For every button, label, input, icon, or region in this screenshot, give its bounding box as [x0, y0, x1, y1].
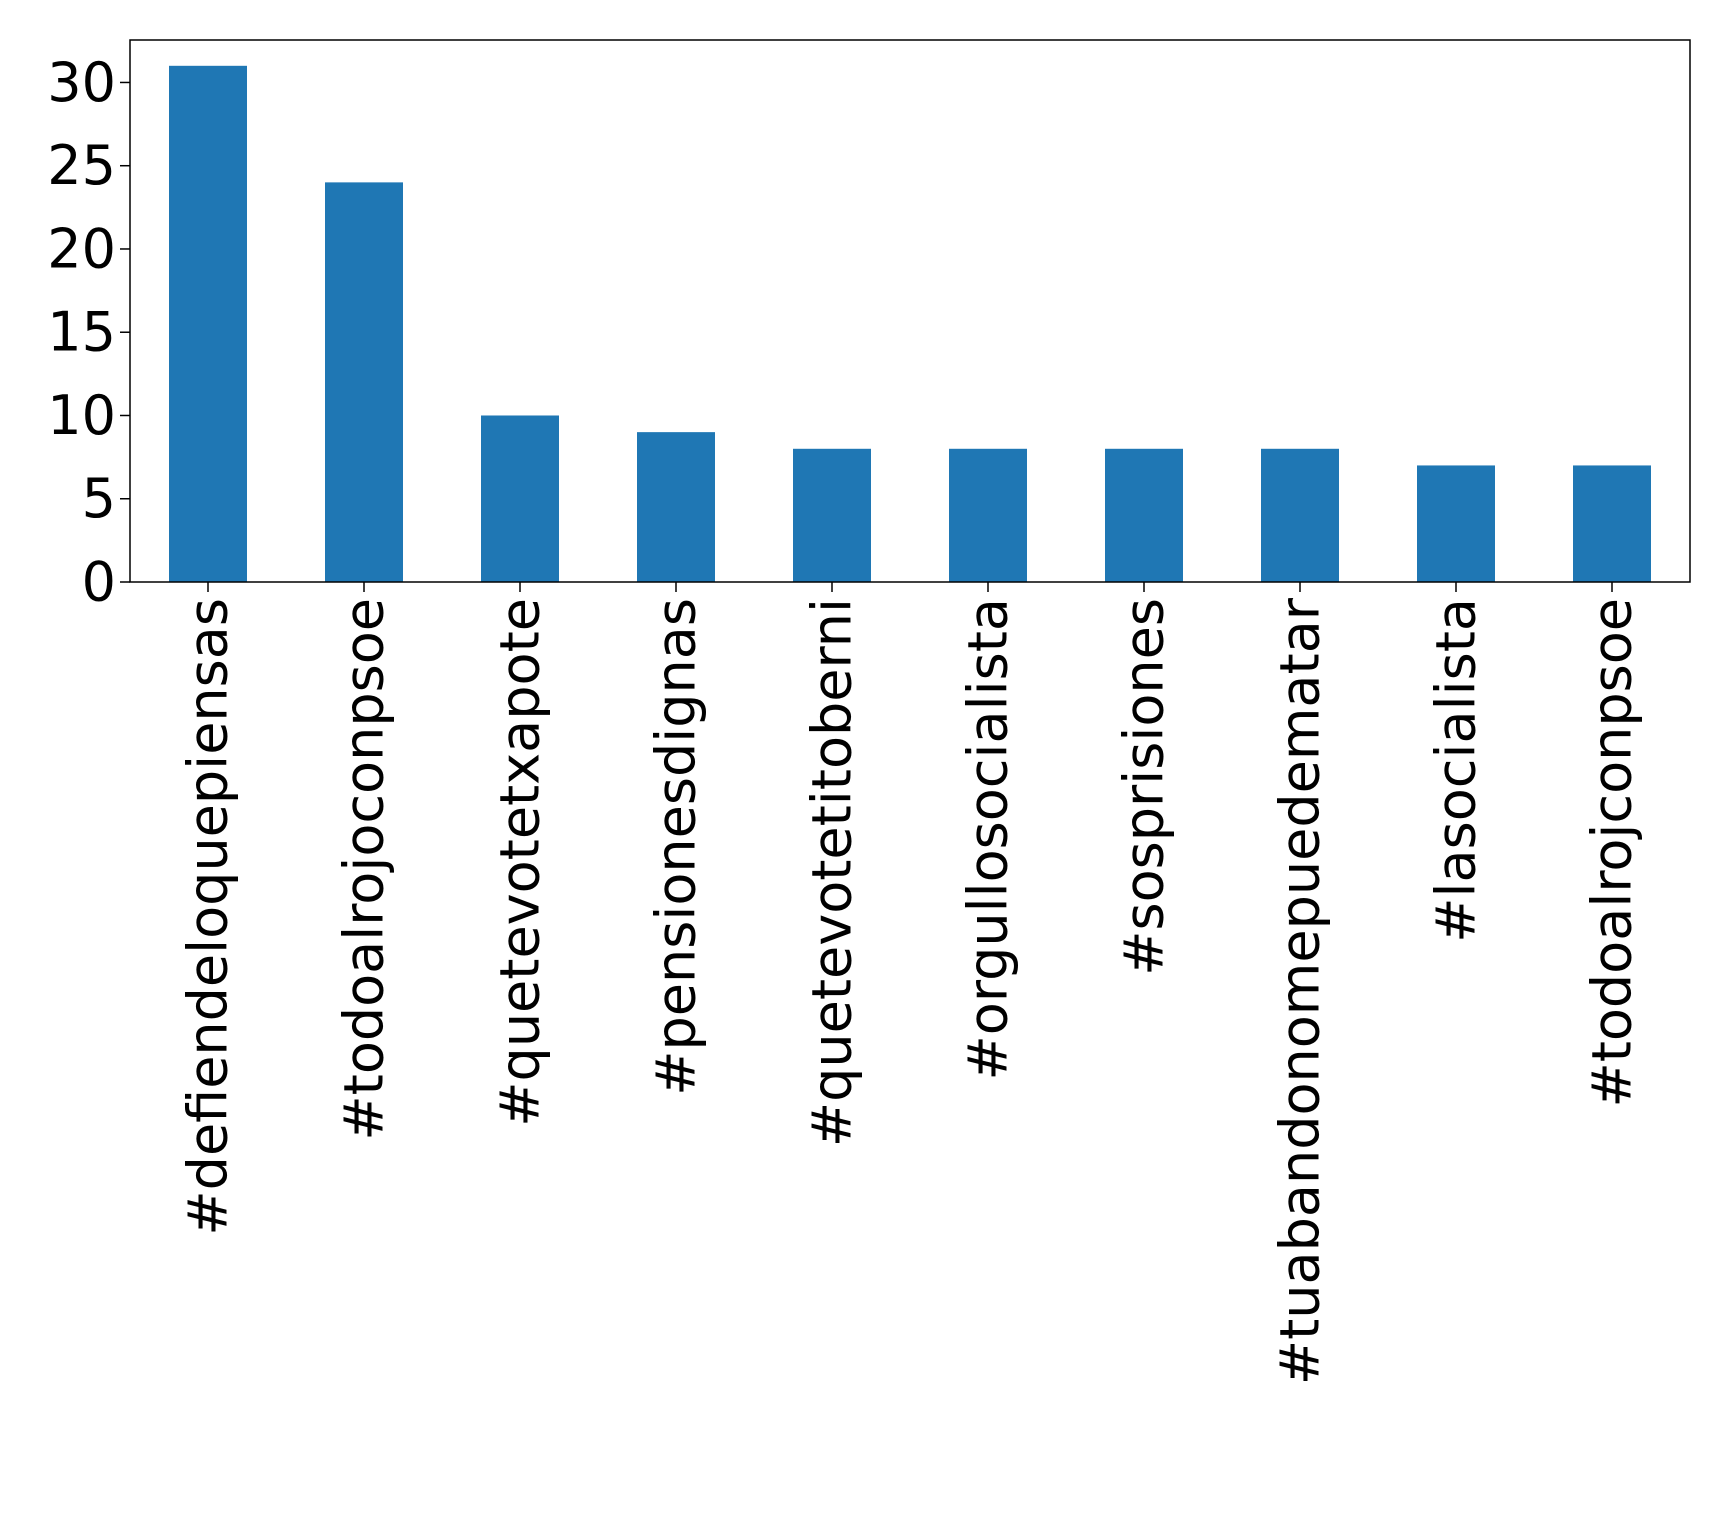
bar	[1573, 465, 1651, 582]
y-tick-label: 0	[82, 551, 116, 614]
x-tick-label: #defiendeloquepiensas	[177, 598, 240, 1236]
bar	[949, 448, 1027, 582]
bar	[1261, 448, 1339, 582]
x-axis: #defiendeloquepiensas #todoalrojoconpsoe #…	[177, 582, 1644, 1385]
x-tick-label: #pensionesdignas	[645, 598, 708, 1096]
bar	[1105, 448, 1183, 582]
y-axis: 0 5 10 15 20 25 30	[47, 51, 130, 614]
x-tick-label: #orgullosocialista	[957, 598, 1020, 1080]
plot-frame	[129, 39, 1691, 583]
y-tick-label: 10	[47, 384, 116, 447]
y-tick-label: 15	[47, 301, 116, 364]
x-tick-label: #tuabandonomepuedematar	[1269, 597, 1332, 1385]
bar	[169, 65, 247, 583]
bar	[481, 415, 559, 582]
bar	[637, 432, 715, 582]
bars-layer	[169, 65, 1651, 583]
x-tick-label: #todoalrojconpsoe	[1581, 598, 1644, 1108]
bar	[793, 448, 871, 582]
y-tick-label: 20	[47, 217, 116, 280]
x-tick-label: #lasocialista	[1425, 598, 1488, 943]
y-tick-label: 30	[47, 51, 116, 114]
bar	[1417, 465, 1495, 582]
x-tick-label: #todoalrojoconpsoe	[333, 598, 396, 1141]
x-tick-label: #sosprisiones	[1113, 598, 1176, 976]
x-tick-label: #quetevotetitoberni	[801, 598, 864, 1147]
y-tick-label: 5	[82, 467, 116, 530]
x-tick-label: #quetevotetxapote	[489, 598, 552, 1127]
y-tick-label: 25	[47, 134, 116, 197]
bar	[325, 182, 403, 583]
